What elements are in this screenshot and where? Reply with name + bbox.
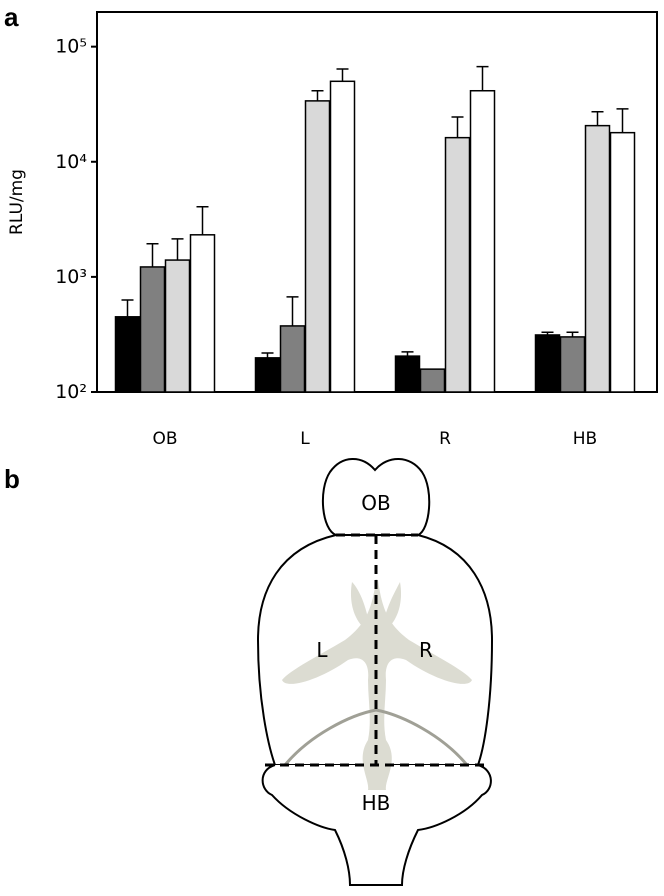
bar (304, 100, 331, 393)
region-label: R (419, 638, 433, 662)
error-bar (171, 238, 184, 261)
error-bar (286, 296, 299, 326)
ventricles (282, 578, 472, 790)
bar (444, 136, 471, 393)
error-bar (591, 110, 604, 126)
bar (419, 368, 446, 393)
bar (469, 89, 496, 393)
bar (534, 334, 561, 393)
bar (394, 355, 421, 393)
y-tick-label: 10³ (55, 266, 87, 288)
bar (329, 80, 356, 393)
error-bar (566, 331, 579, 337)
region-label: OB (361, 491, 390, 515)
plot-frame (96, 11, 658, 393)
error-bar (261, 352, 274, 358)
bar (584, 124, 611, 393)
bar (609, 131, 636, 393)
x-tick-label: OB (152, 429, 177, 449)
error-bar (311, 89, 324, 101)
y-tick-label: 10⁵ (55, 36, 87, 58)
error-bar (146, 243, 159, 267)
dissection-lines (265, 533, 488, 767)
error-bar (196, 205, 209, 235)
plot: 10² 10³ 10⁴ 10⁵ OB L R HB (55, 11, 658, 449)
bar (189, 234, 216, 393)
error-bar (336, 68, 349, 82)
panel-label: b (4, 464, 20, 494)
bar (139, 266, 166, 393)
hippocampus (283, 708, 469, 766)
hindbrain (261, 764, 492, 886)
error-bar (616, 108, 629, 133)
bar (114, 316, 141, 393)
bar (164, 259, 191, 393)
bar (254, 357, 281, 393)
region-label: HB (362, 791, 391, 815)
y-tick-label: 10⁴ (55, 151, 87, 173)
y-axis-label: RLU/mg (7, 169, 27, 235)
error-bar (476, 65, 489, 91)
error-bar (451, 116, 464, 138)
error-bar (121, 299, 134, 317)
x-tick-label: L (300, 429, 310, 449)
x-tick-label: HB (573, 429, 597, 449)
olfactory-bulb (321, 458, 431, 536)
panel-label: a (4, 2, 19, 32)
x-tick-label: R (439, 429, 451, 449)
bar (559, 336, 586, 393)
region-label: L (316, 638, 328, 662)
y-tick-label: 10² (55, 381, 87, 403)
brain-diagram (256, 458, 494, 886)
bar (279, 325, 306, 393)
